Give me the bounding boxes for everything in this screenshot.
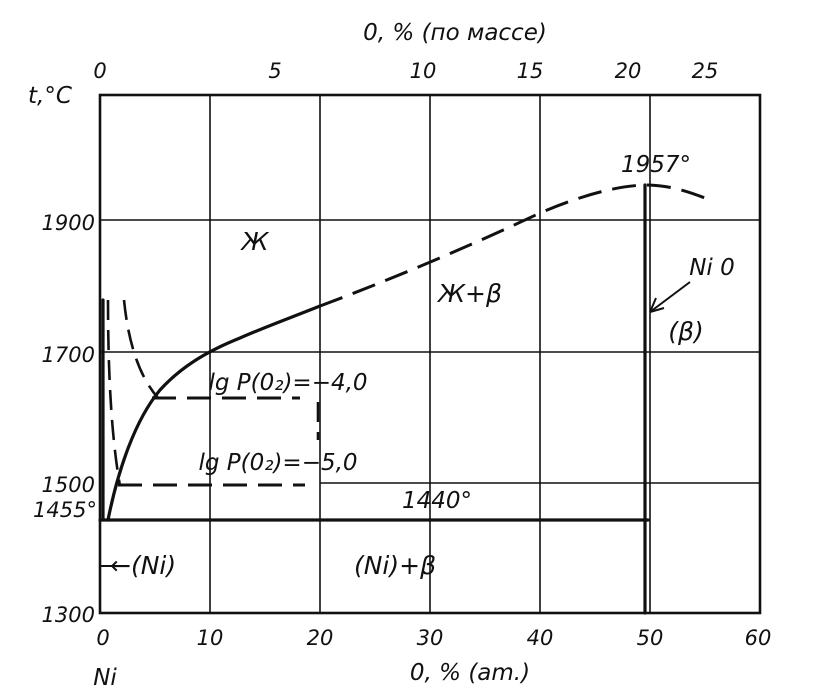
bottom-tick-60: 60 [745,626,772,650]
top-tick-5: 5 [268,59,281,83]
bottom-tick-10: 10 [197,626,224,650]
top-tick-0: 0 [93,59,106,83]
lgp5-label: lg P(0₂)=−5,0 [198,450,357,476]
top-tick-10: 10 [410,59,437,83]
eutectic-temp-label: 1440° [402,488,472,514]
region-liquid: Ж [240,227,270,256]
nio-arrow-head [649,297,665,313]
left-tick-1700: 1700 [42,343,95,367]
dashed-curve-2 [106,299,122,487]
nio-label: Ni 0 [689,255,735,281]
bottom-tick-0: 0 [96,626,109,650]
left-axis-ticks: 1300 1500 1700 1900 [42,211,95,627]
nio-arrow-shaft [649,281,691,313]
left-tick-1500: 1500 [42,473,95,497]
bottom-tick-20: 20 [307,626,334,650]
top-tick-25: 25 [692,59,719,83]
bottom-tick-50: 50 [637,626,664,650]
region-ni: ←(Ni) [110,551,176,580]
left-axis-title: t,°C [28,83,72,109]
bottom-axis-ticks: 0 10 20 30 40 50 60 [96,626,771,650]
dashed-curve-1 [122,299,159,399]
bottom-tick-30: 30 [417,626,444,650]
region-beta: (β) [668,317,703,346]
bottom-axis-title: 0, % (am.) [410,660,530,686]
liquidus-dashed [319,183,711,308]
left-tick-1300: 1300 [42,603,95,627]
liquidus-solid [106,304,322,522]
left-tick-1900: 1900 [42,211,95,235]
region-liquid-beta: Ж+β [436,279,502,308]
top-axis-ticks: 0 5 10 15 20 25 [93,59,718,83]
top-tick-20: 20 [615,59,642,83]
top-tick-15: 15 [517,59,544,83]
vertical-gridlines [209,95,651,613]
plot-frame [98,93,762,615]
peak-temp-label: 1957° [621,152,691,178]
bottom-start-label: Ni [93,665,117,691]
top-axis-title: 0, % (по массе) [363,20,547,46]
ni-melt-label: 1455° [33,498,97,522]
lgp4-label: lg P(0₂)=−4,0 [208,370,367,396]
region-ni-beta: (Ni)+β [354,551,436,580]
bottom-tick-40: 40 [527,626,554,650]
